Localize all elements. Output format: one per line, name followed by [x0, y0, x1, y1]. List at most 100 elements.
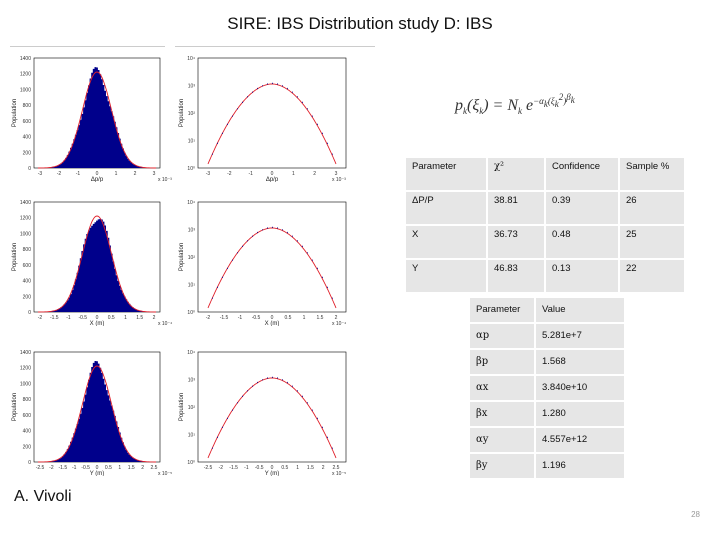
y-tick-label: 400 [23, 135, 32, 141]
x-tick-label: -1 [66, 315, 71, 321]
table-row: ΔP/P 38.81 0.39 26 [406, 192, 684, 224]
x-tick-label: 3 [153, 171, 156, 177]
y-tick-label: 800 [23, 103, 32, 109]
x-tick-label: -1 [244, 465, 249, 471]
table-header-row: Parameter Value [470, 298, 624, 322]
plot-frame [197, 201, 347, 313]
x-tick-label: 0 [271, 465, 274, 471]
fit-curve [38, 71, 156, 169]
y-tick-label: 200 [23, 150, 32, 156]
x-tick-label: -2 [57, 171, 62, 177]
y-tick-label: 800 [23, 247, 32, 253]
x-tick-label: -1.5 [229, 465, 238, 471]
table-cell: 1.568 [536, 350, 624, 374]
x-tick-label: -1.5 [50, 315, 59, 321]
x-tick-label: 0 [271, 171, 274, 177]
fit-parameters-table: Parameter Value αp 5.281e+7 βp 1.568 αx … [468, 296, 626, 480]
y-tick-label: 1000 [20, 381, 31, 387]
fit-curve [38, 365, 156, 463]
y-tick-label: 10¹ [188, 139, 196, 145]
table-cell: 0.39 [546, 192, 618, 224]
table-cell: βx [470, 402, 534, 426]
table-cell: 22 [620, 260, 684, 292]
header-cell: Parameter [470, 298, 534, 322]
y-tick-label: 1400 [20, 200, 31, 206]
table-row: αy 4.557e+12 [470, 428, 624, 452]
x-tick-label: 1 [124, 315, 127, 321]
log-plot-y: 10⁴ 10³ 10² 10¹ 10⁰ -2.5 -2 -1.5 -1 -0.5 0 0.5 1 1.5 2… [176, 346, 351, 476]
table-cell: 46.83 [488, 260, 544, 292]
x-exponent-label: x 10⁻⁴ [158, 321, 172, 326]
y-axis-label: Population [179, 393, 185, 421]
x-tick-label: 1 [296, 465, 299, 471]
y-tick-label: 10³ [188, 228, 196, 234]
y-tick-label: 600 [23, 263, 32, 269]
y-tick-label: 10⁴ [187, 350, 195, 356]
table-cell: βp [470, 350, 534, 374]
y-tick-label: 1000 [20, 231, 31, 237]
x-exponent-label: x 10⁻³ [158, 177, 172, 182]
table-cell: Y [406, 260, 486, 292]
y-tick-label: 200 [23, 294, 32, 300]
x-tick-label: 0.5 [105, 465, 112, 471]
x-tick-label: -1.5 [220, 315, 229, 321]
table-cell: αy [470, 428, 534, 452]
y-axis-label: Population [12, 99, 18, 127]
x-tick-label: 1.5 [307, 465, 314, 471]
x-tick-label: 2.5 [333, 465, 340, 471]
x-tick-label: -3 [206, 171, 211, 177]
x-tick-label: 2 [153, 315, 156, 321]
y-tick-label: 10³ [188, 378, 196, 384]
fit-quality-table: Parameter χ² Confidence Sample % ΔP/P 38… [404, 156, 686, 294]
divider-line [175, 46, 375, 47]
y-tick-label: 10³ [188, 84, 196, 90]
author-name: A. Vivoli [14, 488, 72, 505]
y-tick-label: 400 [23, 429, 32, 435]
x-tick-label: 0.5 [285, 315, 292, 321]
y-axis-label: Population [12, 393, 18, 421]
table-row: βp 1.568 [470, 350, 624, 374]
table-header-row: Parameter χ² Confidence Sample % [406, 158, 684, 190]
log-plot-dp: 10⁴ 10³ 10² 10¹ 10⁰ -3 -2 -1 0 1 2 3 Δp/p Population x… [176, 52, 351, 182]
y-tick-label: 1400 [20, 350, 31, 356]
x-tick-label: -2 [227, 171, 232, 177]
x-tick-label: 1.5 [136, 315, 143, 321]
fit-curve [38, 215, 156, 313]
x-tick-label: 2 [322, 465, 325, 471]
y-tick-label: 0 [28, 166, 31, 172]
table-row: αx 3.840e+10 [470, 376, 624, 400]
y-tick-label: 600 [23, 413, 32, 419]
y-tick-label: 200 [23, 444, 32, 450]
x-tick-label: -1 [76, 171, 81, 177]
x-axis-label: X (m) [265, 321, 280, 326]
x-tick-label: 0.5 [281, 465, 288, 471]
x-tick-label: -0.5 [252, 315, 261, 321]
page-number: 28 [691, 510, 700, 519]
x-tick-label: 2 [134, 171, 137, 177]
log-plot-x: 10⁴ 10³ 10² 10¹ 10⁰ -2 -1.5 -1 -0.5 0 0.5 1 1.5 2 X (m… [176, 196, 351, 326]
y-tick-label: 1400 [20, 56, 31, 62]
x-axis-label: Δp/p [91, 177, 104, 182]
x-axis-label: Y (m) [265, 471, 280, 476]
x-tick-label: -2.5 [36, 465, 45, 471]
table-cell: 1.280 [536, 402, 624, 426]
x-exponent-label: x 10⁻⁵ [158, 471, 172, 476]
y-axis-label: Population [179, 243, 185, 271]
x-tick-label: 0 [96, 465, 99, 471]
x-tick-label: -1 [238, 315, 243, 321]
x-tick-label: 3 [335, 171, 338, 177]
x-tick-label: 1 [292, 171, 295, 177]
histogram-plot-x: 1400 1200 1000 800 600 400 200 0 -2 -1.5 -1 -0.5 0 0.… [8, 196, 173, 326]
x-tick-label: 2.5 [151, 465, 158, 471]
table-cell: 36.73 [488, 226, 544, 258]
x-tick-label: -1 [72, 465, 77, 471]
y-axis-label: Population [12, 243, 18, 271]
histogram-plot-y: 1400 1200 1000 800 600 400 200 0 -2.5 -2 -1.5 -1 -0.… [8, 346, 173, 476]
divider-line [10, 46, 165, 47]
slide-title: SIRE: IBS Distribution study D: IBS [227, 14, 493, 33]
plot-frame [197, 57, 347, 169]
table-cell: 3.840e+10 [536, 376, 624, 400]
x-tick-label: 0.5 [108, 315, 115, 321]
x-tick-label: -2.5 [204, 465, 213, 471]
x-exponent-label: x 10⁻⁵ [332, 471, 346, 476]
